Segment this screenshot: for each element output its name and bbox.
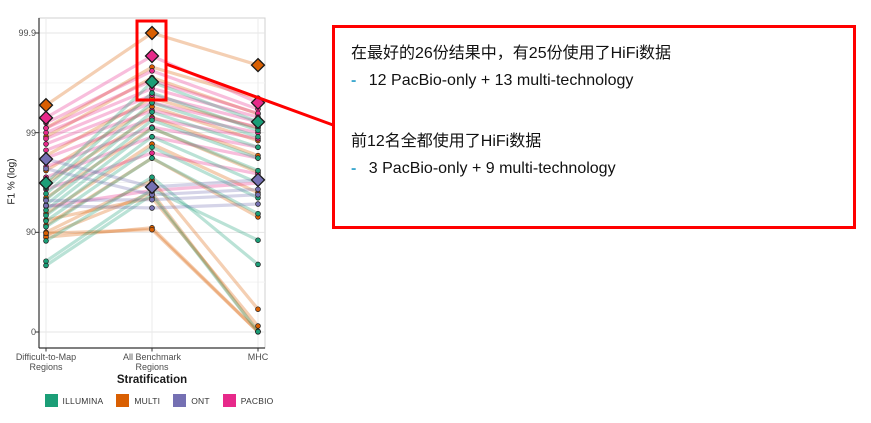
legend-item-pacbio: PACBIO [222,394,274,407]
x-category-mhc: MHC [247,352,269,362]
best-diamond-illumina [38,175,54,191]
best-diamond-ont [144,179,160,195]
data-point-ont [255,192,261,198]
data-point-pacbio [149,68,155,74]
best-diamond-ont [250,172,266,188]
illumina-swatch-icon [44,394,58,407]
legend-label: PACBIO [240,395,274,406]
best-diamond-pacbio [144,48,160,64]
best-diamond-ont [38,151,54,167]
data-point-ont [43,197,49,204]
data-point-illumina [149,90,155,96]
dash-bullet-icon: - [351,72,357,89]
data-point-illumina [43,238,49,244]
y-tick-99.9: 99.9 [18,28,36,38]
annotation-line-3: 前12名全都使用了HiFi数据 [351,133,542,150]
data-point-multi [255,323,261,329]
callout-line [165,62,334,127]
data-point-pacbio [43,125,49,131]
legend-label: MULTI [134,395,161,406]
x-category-difficult-to-map: Difficult-to-Map Regions [15,352,77,372]
ont-swatch-icon [173,394,187,407]
data-point-illumina [149,174,155,180]
data-point-illumina [255,167,261,174]
annotation-line-1: 在最好的26份结果中，有25份使用了HiFi数据 [351,45,672,62]
y-tick-99: 99 [25,128,36,138]
data-point-ont [255,186,261,193]
highlight-rect [135,19,168,102]
data-point-pacbio [149,150,155,156]
annotation-line-4: - 3 PacBio-only + 9 multi-technology [351,160,616,177]
data-point-multi [255,306,261,312]
data-point-illumina [255,144,261,150]
data-point-ont [43,165,49,172]
multi-swatch-icon [116,394,130,407]
data-point-illumina [43,190,49,197]
data-point-multi [43,230,49,236]
annotation-line-2: - 12 PacBio-only + 13 multi-technology [351,72,634,89]
pacbio-swatch-icon [222,394,236,407]
data-point-illumina [255,134,261,140]
data-point-illumina [149,125,155,131]
best-diamond-pacbio [38,110,54,126]
legend-label: ILLUMINA [62,395,104,406]
legend-item-ont: ONT [173,394,210,407]
data-point-ont [255,201,261,207]
data-point-illumina [255,155,261,161]
y-axis-title: F1 % (log) [6,158,18,205]
data-point-pacbio [43,135,49,142]
annotation-spacer [351,94,837,128]
data-point-pacbio [43,141,49,147]
annotation-box: 在最好的26份结果中，有25份使用了HiFi数据 - 12 PacBio-onl… [332,25,856,229]
data-point-illumina [149,144,155,150]
data-point-illumina [149,155,155,161]
best-diamond-multi [144,25,160,41]
x-axis-title: Stratification [116,374,188,386]
legend-item-illumina: ILLUMINA [44,394,104,407]
data-point-illumina [149,117,155,123]
data-point-ont [149,205,155,211]
data-point-illumina [43,212,49,219]
data-point-illumina [255,237,261,243]
data-point-ont [149,196,155,203]
data-point-illumina [43,262,49,269]
dash-bullet-icon: - [351,160,357,177]
legend: ILLUMINA MULTI ONT PACBIO [39,394,279,407]
x-category-all-benchmark: All Benchmark Regions [122,352,182,372]
data-point-illumina [43,218,49,224]
best-diamond-illumina [250,114,266,130]
y-tick-0: 0 [30,327,36,337]
data-point-illumina [149,134,155,140]
data-point-pacbio [43,129,49,136]
legend-label: ONT [191,395,210,406]
data-point-illumina [255,210,261,217]
best-diamond-illumina [144,74,160,90]
data-point-illumina [149,109,155,115]
data-point-ont [43,202,49,209]
best-diamond-multi [250,57,266,73]
data-point-multi [149,226,155,233]
data-point-illumina [43,224,49,230]
data-point-illumina [43,207,49,213]
data-point-illumina [255,261,261,268]
y-tick-90: 90 [25,227,36,237]
data-point-illumina [255,328,261,335]
legend-item-multi: MULTI [116,394,160,407]
